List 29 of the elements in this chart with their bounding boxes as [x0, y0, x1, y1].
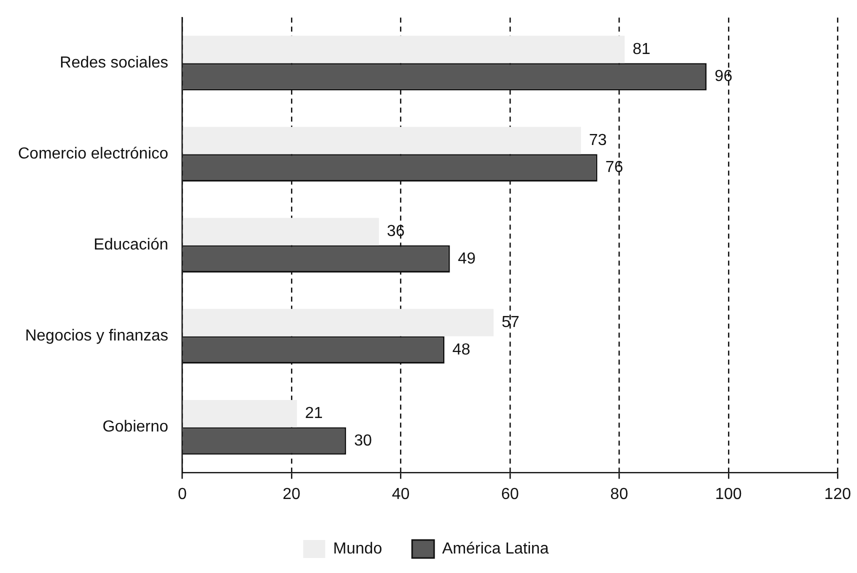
x-tick-label: 100	[715, 486, 742, 503]
data-label: 36	[386, 222, 405, 240]
legend-label: América Latina	[442, 540, 549, 558]
y-tick-label: Negocios y finanzas	[25, 328, 168, 345]
bar	[182, 126, 581, 154]
x-tick-label: 40	[392, 486, 410, 503]
bar	[182, 36, 625, 64]
y-tick-label: Comercio electrónico	[18, 146, 168, 163]
data-label: 21	[304, 405, 323, 422]
y-tick-label: Educación	[94, 236, 168, 254]
data-label: 81	[632, 40, 651, 58]
legend-label: Mundo	[333, 540, 382, 558]
data-label: 76	[605, 159, 624, 176]
data-label: 57	[502, 314, 520, 331]
data-label: 30	[354, 432, 372, 450]
y-tick-label: Redes sociales	[60, 54, 168, 72]
x-tick-label: 0	[178, 486, 187, 503]
data-label: 96	[714, 68, 732, 86]
x-tick-label: 60	[501, 486, 519, 503]
bar	[182, 308, 494, 336]
y-tick-label: Gobierno	[102, 418, 168, 436]
x-tick-label: 120	[824, 486, 852, 503]
data-label: 49	[458, 250, 476, 268]
data-label: 48	[452, 341, 470, 358]
bar	[182, 218, 379, 246]
x-tick-label: 80	[610, 486, 628, 503]
bar	[182, 400, 297, 428]
data-label: 73	[588, 132, 607, 149]
x-tick-label: 20	[282, 486, 301, 503]
